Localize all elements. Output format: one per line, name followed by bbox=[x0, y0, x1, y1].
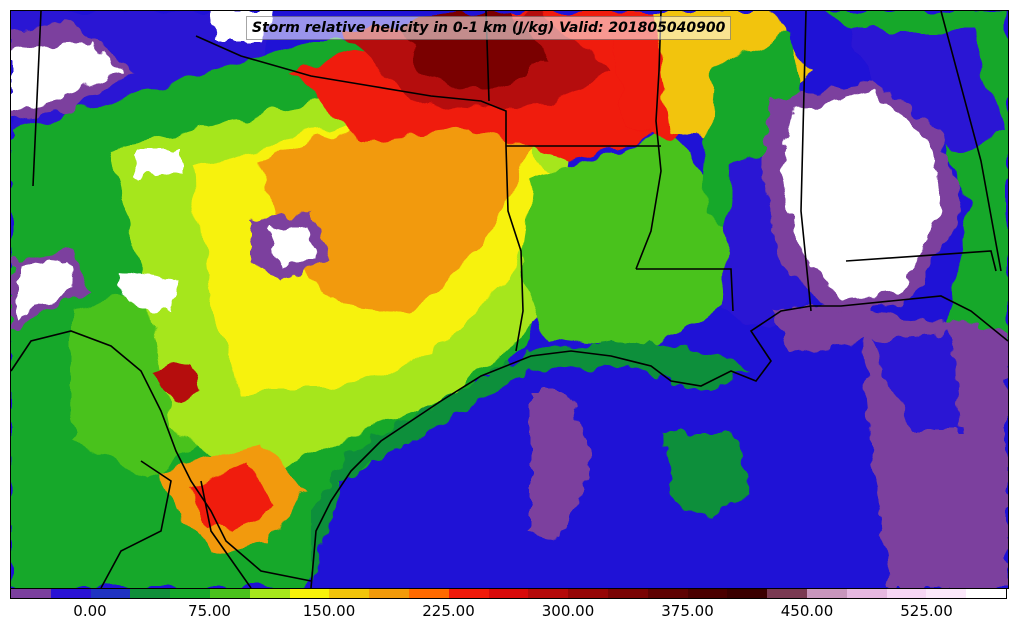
colorbar-segment bbox=[130, 589, 171, 598]
rio-grande bbox=[11, 330, 312, 582]
colorbar-segment bbox=[607, 589, 648, 598]
al-fl-boundary bbox=[845, 250, 997, 272]
colorbar-segment bbox=[90, 589, 131, 598]
colorbar-segment bbox=[289, 589, 330, 598]
colorbar-segment bbox=[408, 589, 449, 598]
coastal-band bbox=[311, 301, 1008, 588]
colorbar-tick-labels: 0.00 75.00 150.00 225.00 300.00 375.00 450.00 5… bbox=[10, 600, 1007, 630]
map-panel bbox=[10, 10, 1009, 589]
helicity-map bbox=[11, 11, 1008, 588]
colorbar-segment bbox=[50, 589, 91, 598]
colorbar-segment bbox=[926, 589, 967, 598]
colorbar-segment bbox=[886, 589, 927, 598]
colorbar-segment bbox=[329, 589, 370, 598]
political-boundaries bbox=[11, 11, 1008, 588]
nm-boundary bbox=[32, 11, 42, 187]
colorbar-segment bbox=[568, 589, 608, 598]
colorbar-tick-label: 150.00 bbox=[302, 602, 356, 620]
colorbar-tick-label: 0.00 bbox=[73, 602, 107, 620]
colorbar-segment bbox=[528, 589, 569, 598]
colorbar-tick-label: 450.00 bbox=[780, 602, 834, 620]
colorbar-segment bbox=[11, 589, 51, 598]
mexico-state-line-2 bbox=[200, 480, 252, 588]
colorbar-segment bbox=[687, 589, 728, 598]
colorbar-tick-label: 225.00 bbox=[422, 602, 475, 620]
colorbar-segment bbox=[727, 589, 768, 598]
colorbar-segment bbox=[846, 589, 887, 598]
colorbar-segment bbox=[170, 589, 210, 598]
colorbar-tick-label: 375.00 bbox=[661, 602, 714, 620]
colorbar-segment bbox=[448, 589, 489, 598]
colorbar-tick-label: 75.00 bbox=[188, 602, 231, 620]
colorbar-segment bbox=[966, 589, 1006, 598]
mexico-state-line bbox=[100, 460, 172, 588]
la-ms-boundary bbox=[636, 268, 734, 312]
map-title: Storm relative helicity in 0-1 km (J/kg)… bbox=[246, 16, 732, 40]
ms-al-boundary bbox=[800, 11, 812, 312]
colorbar-segment bbox=[369, 589, 409, 598]
colorbar-tick-label: 300.00 bbox=[541, 602, 595, 620]
colorbar-segment bbox=[488, 589, 529, 598]
colorbar bbox=[10, 588, 1007, 599]
colorbar-segment bbox=[767, 589, 807, 598]
al-ga-boundary bbox=[940, 11, 1002, 272]
colorbar-segment bbox=[647, 589, 688, 598]
red-river-boundary bbox=[195, 35, 507, 146]
colorbar-segment bbox=[806, 589, 847, 598]
gulf-coastline bbox=[310, 295, 1008, 588]
low-helicity-areas bbox=[11, 11, 961, 331]
mississippi-river bbox=[635, 11, 662, 270]
tx-la-boundary bbox=[505, 145, 524, 352]
colorbar-segment bbox=[249, 589, 290, 598]
colorbar-tick-label: 525.00 bbox=[900, 602, 953, 620]
colorbar-segment bbox=[209, 589, 250, 598]
